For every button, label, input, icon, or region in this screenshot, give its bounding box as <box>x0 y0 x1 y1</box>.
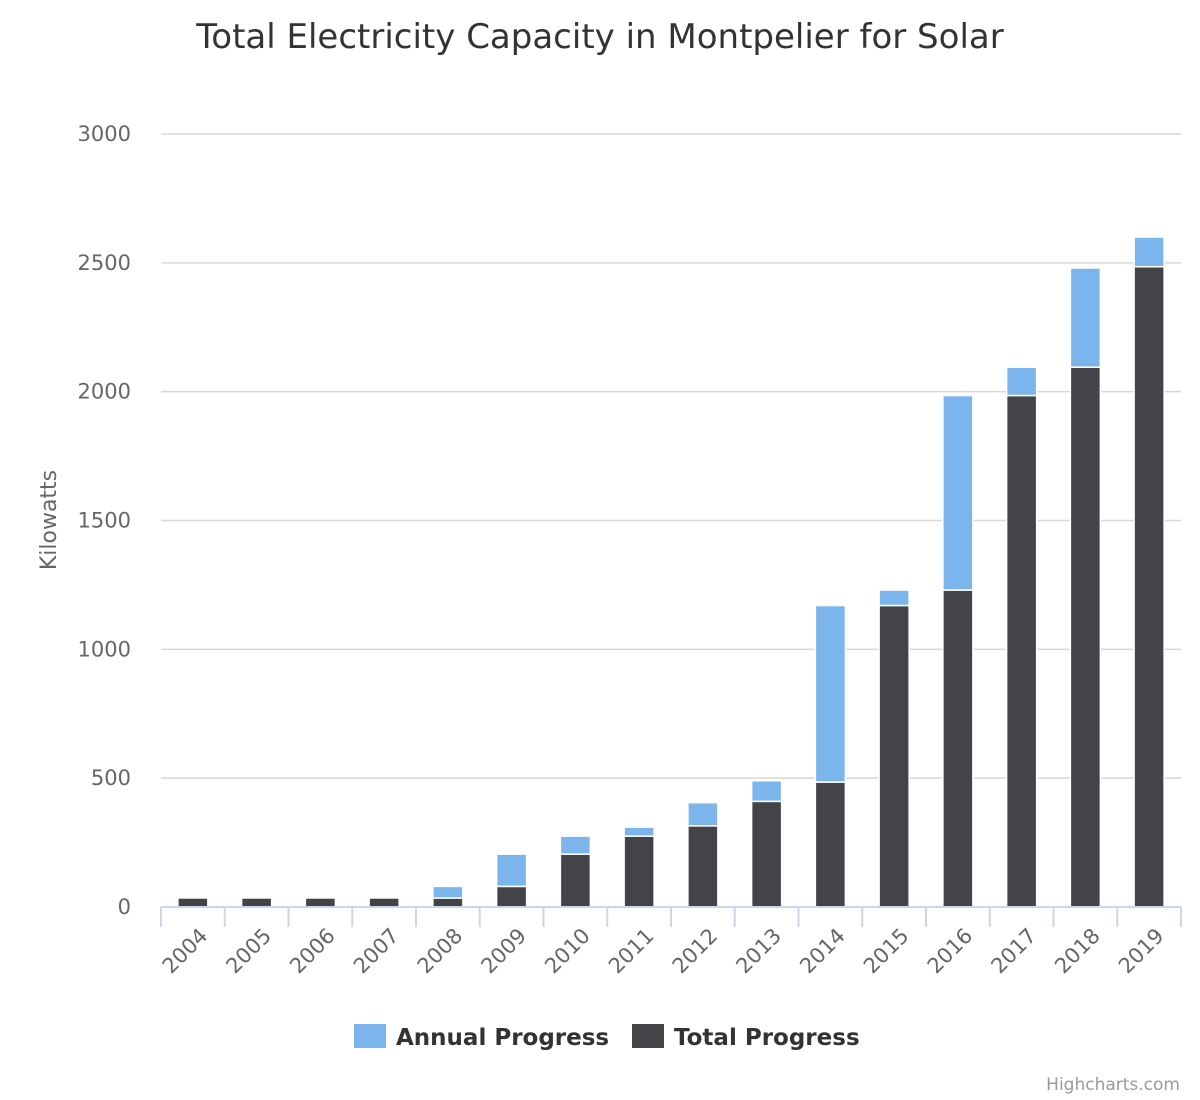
x-tick-label: 2004 <box>158 924 213 979</box>
bar-total-2010[interactable] <box>559 853 592 908</box>
bar-total-2015[interactable] <box>878 604 910 908</box>
bar-annual-2008[interactable] <box>432 885 464 899</box>
bar-total-2005[interactable] <box>240 897 273 908</box>
bar-annual-2015[interactable] <box>878 589 910 607</box>
bar-total-2007[interactable] <box>368 897 400 908</box>
bar-stack-2014[interactable] <box>814 604 847 908</box>
bar-total-2016[interactable] <box>942 589 974 908</box>
legend-swatch-annual-progress[interactable] <box>354 1024 386 1048</box>
x-tick-label: 2017 <box>986 924 1041 979</box>
bar-annual-2019[interactable] <box>1133 236 1165 268</box>
bar-stack-2011[interactable] <box>623 826 655 908</box>
bar-stack-2006[interactable] <box>304 897 337 908</box>
bar-stack-2004[interactable] <box>177 897 209 908</box>
bar-total-2004[interactable] <box>177 897 209 908</box>
bar-total-2006[interactable] <box>304 897 337 908</box>
legend-item-total-progress[interactable]: Total Progress <box>632 1024 860 1051</box>
x-tick-label: 2018 <box>1050 924 1105 979</box>
bar-stack-2012[interactable] <box>687 801 719 908</box>
legend-label-total-progress[interactable]: Total Progress <box>674 1025 860 1051</box>
bar-stack-2008[interactable] <box>432 885 464 908</box>
y-tick-label: 1000 <box>78 637 131 661</box>
bar-stack-2018[interactable] <box>1069 267 1102 908</box>
bar-total-2008[interactable] <box>432 897 464 908</box>
bar-stack-2005[interactable] <box>240 897 273 908</box>
chart-title: Total Electricity Capacity in Montpelier… <box>195 17 1003 57</box>
bar-total-2012[interactable] <box>687 825 719 908</box>
bar-total-2014[interactable] <box>814 781 847 908</box>
bar-stack-2010[interactable] <box>559 835 592 908</box>
y-tick-label: 2500 <box>78 251 131 275</box>
x-axis: 2004 2005 2006 2007 2008 2009 2010 2011 2012 2013… <box>158 906 1182 979</box>
x-tick-label: 2011 <box>604 924 659 979</box>
bar-annual-2010[interactable] <box>559 835 592 855</box>
bar-stack-2009[interactable] <box>495 853 528 908</box>
x-tick-label: 2008 <box>413 924 468 979</box>
credits-link[interactable]: Highcharts.com <box>1046 1075 1180 1095</box>
x-tick-label: 2019 <box>1114 924 1169 979</box>
bar-total-2017[interactable] <box>1005 394 1038 908</box>
bar-stack-2013[interactable] <box>750 779 783 908</box>
x-tick-label: 2016 <box>923 924 978 979</box>
bar-annual-2013[interactable] <box>750 779 783 803</box>
y-axis-ticks: 0 500 1000 1500 2000 2500 3000 <box>78 122 131 919</box>
y-tick-label: 500 <box>91 766 131 790</box>
bar-stack-2007[interactable] <box>368 897 400 908</box>
x-tick-label: 2010 <box>540 924 595 979</box>
y-tick-label: 0 <box>118 895 131 919</box>
x-tick-label: 2009 <box>476 924 531 979</box>
x-tick-label: 2006 <box>285 924 340 979</box>
bar-total-2019[interactable] <box>1133 265 1165 908</box>
bar-annual-2012[interactable] <box>687 801 719 827</box>
x-tick-label: 2012 <box>668 924 723 979</box>
x-tick-label: 2007 <box>349 924 404 979</box>
legend-swatch-total-progress[interactable] <box>632 1024 664 1048</box>
legend: Annual Progress Total Progress <box>354 1024 860 1051</box>
y-tick-label: 1500 <box>78 509 131 533</box>
x-tick-label: 2014 <box>795 924 850 979</box>
bar-annual-2014[interactable] <box>814 604 847 783</box>
y-tick-label: 3000 <box>78 122 131 146</box>
bar-total-2013[interactable] <box>750 800 783 908</box>
bar-total-2018[interactable] <box>1069 366 1102 908</box>
plot-area <box>177 236 1165 908</box>
bar-annual-2011[interactable] <box>623 826 655 837</box>
legend-item-annual-progress[interactable]: Annual Progress <box>354 1024 609 1051</box>
x-tick-label: 2005 <box>221 924 276 979</box>
bar-annual-2016[interactable] <box>942 394 974 591</box>
legend-label-annual-progress[interactable]: Annual Progress <box>396 1025 609 1051</box>
y-axis-title: Kilowatts <box>37 470 62 570</box>
x-tick-label: 2013 <box>731 924 786 979</box>
bar-stack-2016[interactable] <box>942 394 974 908</box>
bar-annual-2017[interactable] <box>1005 366 1038 397</box>
y-tick-label: 2000 <box>78 380 131 404</box>
bar-total-2009[interactable] <box>495 885 528 908</box>
bar-stack-2019[interactable] <box>1133 236 1165 908</box>
x-tick-label: 2015 <box>859 924 914 979</box>
bar-stack-2015[interactable] <box>878 589 910 908</box>
bar-total-2011[interactable] <box>623 835 655 908</box>
bar-stack-2017[interactable] <box>1005 366 1038 908</box>
bar-annual-2018[interactable] <box>1069 267 1102 368</box>
bar-annual-2009[interactable] <box>495 853 528 888</box>
